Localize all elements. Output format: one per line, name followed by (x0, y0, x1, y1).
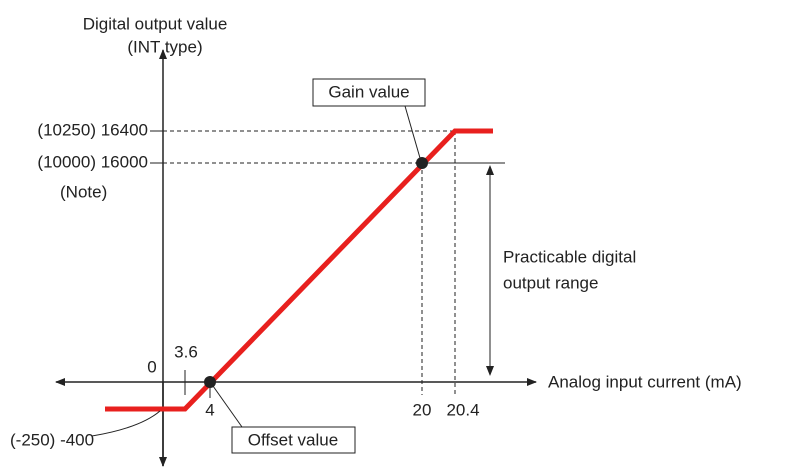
x-label: 20 (413, 400, 432, 419)
x-label: 3.6 (174, 342, 198, 361)
y-title: (INT type) (127, 37, 202, 56)
offset-point (204, 376, 216, 388)
y-label: (Note) (60, 182, 107, 201)
x-label: 4 (205, 400, 214, 419)
gain-label: Gain value (328, 82, 409, 101)
range-label: Practicable digital (503, 247, 636, 266)
y-label: (-250) -400 (10, 430, 94, 449)
leader (212, 385, 243, 428)
leader (91, 410, 161, 437)
leader (404, 105, 421, 159)
range-label: output range (503, 273, 598, 292)
y-label: (10000) 16000 (37, 152, 148, 171)
y-label: (10250) 16400 (37, 120, 148, 139)
x-label: 20.4 (446, 400, 479, 419)
x-title: Analog input current (mA) (548, 372, 742, 391)
gain-point (416, 157, 428, 169)
characteristic-line (105, 128, 493, 412)
gain-box (312, 78, 426, 107)
y-label: 0 (147, 357, 156, 376)
offset-label: Offset value (248, 430, 338, 449)
y-title: Digital output value (83, 14, 228, 33)
offset-box (231, 426, 356, 454)
